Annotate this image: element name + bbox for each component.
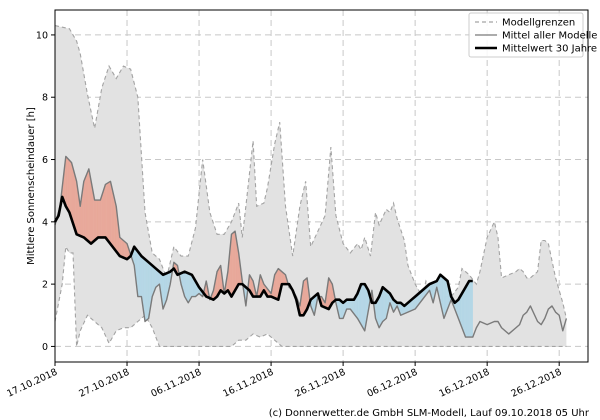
x-tick-label: 17.10.2018 xyxy=(5,367,59,400)
x-tick-label: 27.10.2018 xyxy=(77,367,131,400)
difference-segment xyxy=(471,280,473,338)
credit-text: (c) Donnerwetter.de GmbH SLM-Modell, Lau… xyxy=(269,408,590,419)
y-tick-label: 8 xyxy=(42,93,48,104)
upper-bound-line xyxy=(54,25,567,319)
legend-label-clim: Mittelwert 30 Jahre xyxy=(502,44,597,55)
y-axis: 0 2 4 6 8 10 xyxy=(36,30,55,353)
legend-label-bounds: Modellgrenzen xyxy=(502,18,575,29)
series-lines xyxy=(53,155,568,338)
climatology-line xyxy=(53,195,473,317)
plot-frame xyxy=(54,9,589,363)
bounds-area xyxy=(55,25,567,347)
y-axis-title: Mittlere Sonnenscheindauer [h] xyxy=(26,107,37,265)
y-tick-label: 6 xyxy=(42,155,48,166)
x-tick-label: 06.12.2018 xyxy=(365,367,419,400)
x-tick-label: 26.11.2018 xyxy=(293,367,347,400)
y-tick-label: 4 xyxy=(42,217,48,228)
legend: Modellgrenzen Mittel aller Modelle Mitte… xyxy=(468,12,597,58)
model-bounds-band xyxy=(54,25,567,347)
y-tick-label: 0 xyxy=(42,342,48,353)
x-tick-label: 06.11.2018 xyxy=(149,367,203,400)
y-tick-label: 10 xyxy=(36,30,48,41)
lower-bound-line xyxy=(54,244,567,347)
x-tick-label: 26.12.2018 xyxy=(509,367,563,400)
y-tick-label: 2 xyxy=(42,280,48,291)
x-axis: 17.10.2018 27.10.2018 06.11.2018 16.11.2018… xyxy=(5,362,563,400)
x-tick-label: 16.11.2018 xyxy=(221,367,275,400)
legend-label-mean: Mittel aller Modelle xyxy=(502,31,597,42)
x-tick-label: 16.12.2018 xyxy=(437,367,491,400)
legend-box xyxy=(468,12,584,58)
